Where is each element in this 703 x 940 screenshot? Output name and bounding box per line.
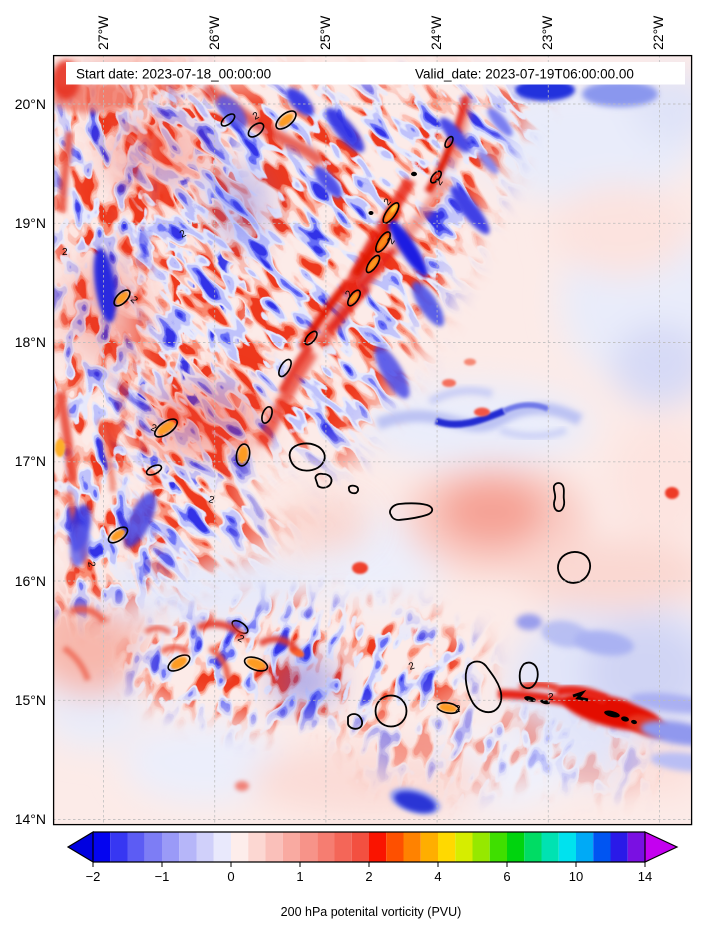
svg-text:1: 1 — [296, 869, 303, 884]
svg-text:Start date: 2023-07-18_00:00:0: Start date: 2023-07-18_00:00:00 — [76, 67, 271, 82]
svg-text:2: 2 — [251, 110, 262, 123]
svg-text:2: 2 — [382, 196, 394, 208]
svg-text:2: 2 — [407, 660, 416, 672]
svg-text:6: 6 — [503, 869, 510, 884]
svg-text:17°N: 17°N — [15, 453, 46, 469]
svg-text:22°W: 22°W — [650, 15, 666, 50]
svg-text:25°W: 25°W — [317, 15, 333, 50]
svg-text:14°N: 14°N — [15, 811, 46, 827]
svg-text:−1: −1 — [155, 869, 170, 884]
svg-text:2: 2 — [455, 704, 461, 715]
svg-text:23°W: 23°W — [539, 15, 555, 50]
svg-text:27°W: 27°W — [95, 15, 111, 50]
svg-text:2: 2 — [365, 869, 372, 884]
svg-text:24°W: 24°W — [428, 15, 444, 50]
svg-text:Valid_date: 2023-07-19T06:00:0: Valid_date: 2023-07-19T06:00:00.00 — [415, 67, 634, 82]
svg-text:2: 2 — [343, 288, 355, 299]
svg-text:2: 2 — [85, 561, 97, 569]
svg-text:2: 2 — [207, 494, 216, 506]
svg-text:2: 2 — [236, 633, 247, 646]
svg-text:2: 2 — [548, 692, 554, 703]
svg-text:18°N: 18°N — [15, 334, 46, 350]
svg-text:19°N: 19°N — [15, 215, 46, 231]
svg-text:4: 4 — [434, 869, 441, 884]
svg-text:26°W: 26°W — [206, 15, 222, 50]
svg-text:15°N: 15°N — [15, 692, 46, 708]
svg-text:16°N: 16°N — [15, 573, 46, 589]
svg-text:10: 10 — [569, 869, 583, 884]
svg-text:0: 0 — [227, 869, 234, 884]
svg-text:−2: −2 — [86, 869, 101, 884]
svg-text:2: 2 — [385, 235, 397, 246]
svg-text:14: 14 — [638, 869, 652, 884]
svg-text:200 hPa potenital vorticity (P: 200 hPa potenital vorticity (PVU) — [281, 905, 462, 919]
svg-text:20°N: 20°N — [15, 96, 46, 112]
svg-text:2: 2 — [149, 422, 158, 434]
svg-text:2: 2 — [178, 228, 189, 241]
svg-text:2: 2 — [62, 247, 68, 258]
svg-text:2: 2 — [433, 176, 445, 187]
